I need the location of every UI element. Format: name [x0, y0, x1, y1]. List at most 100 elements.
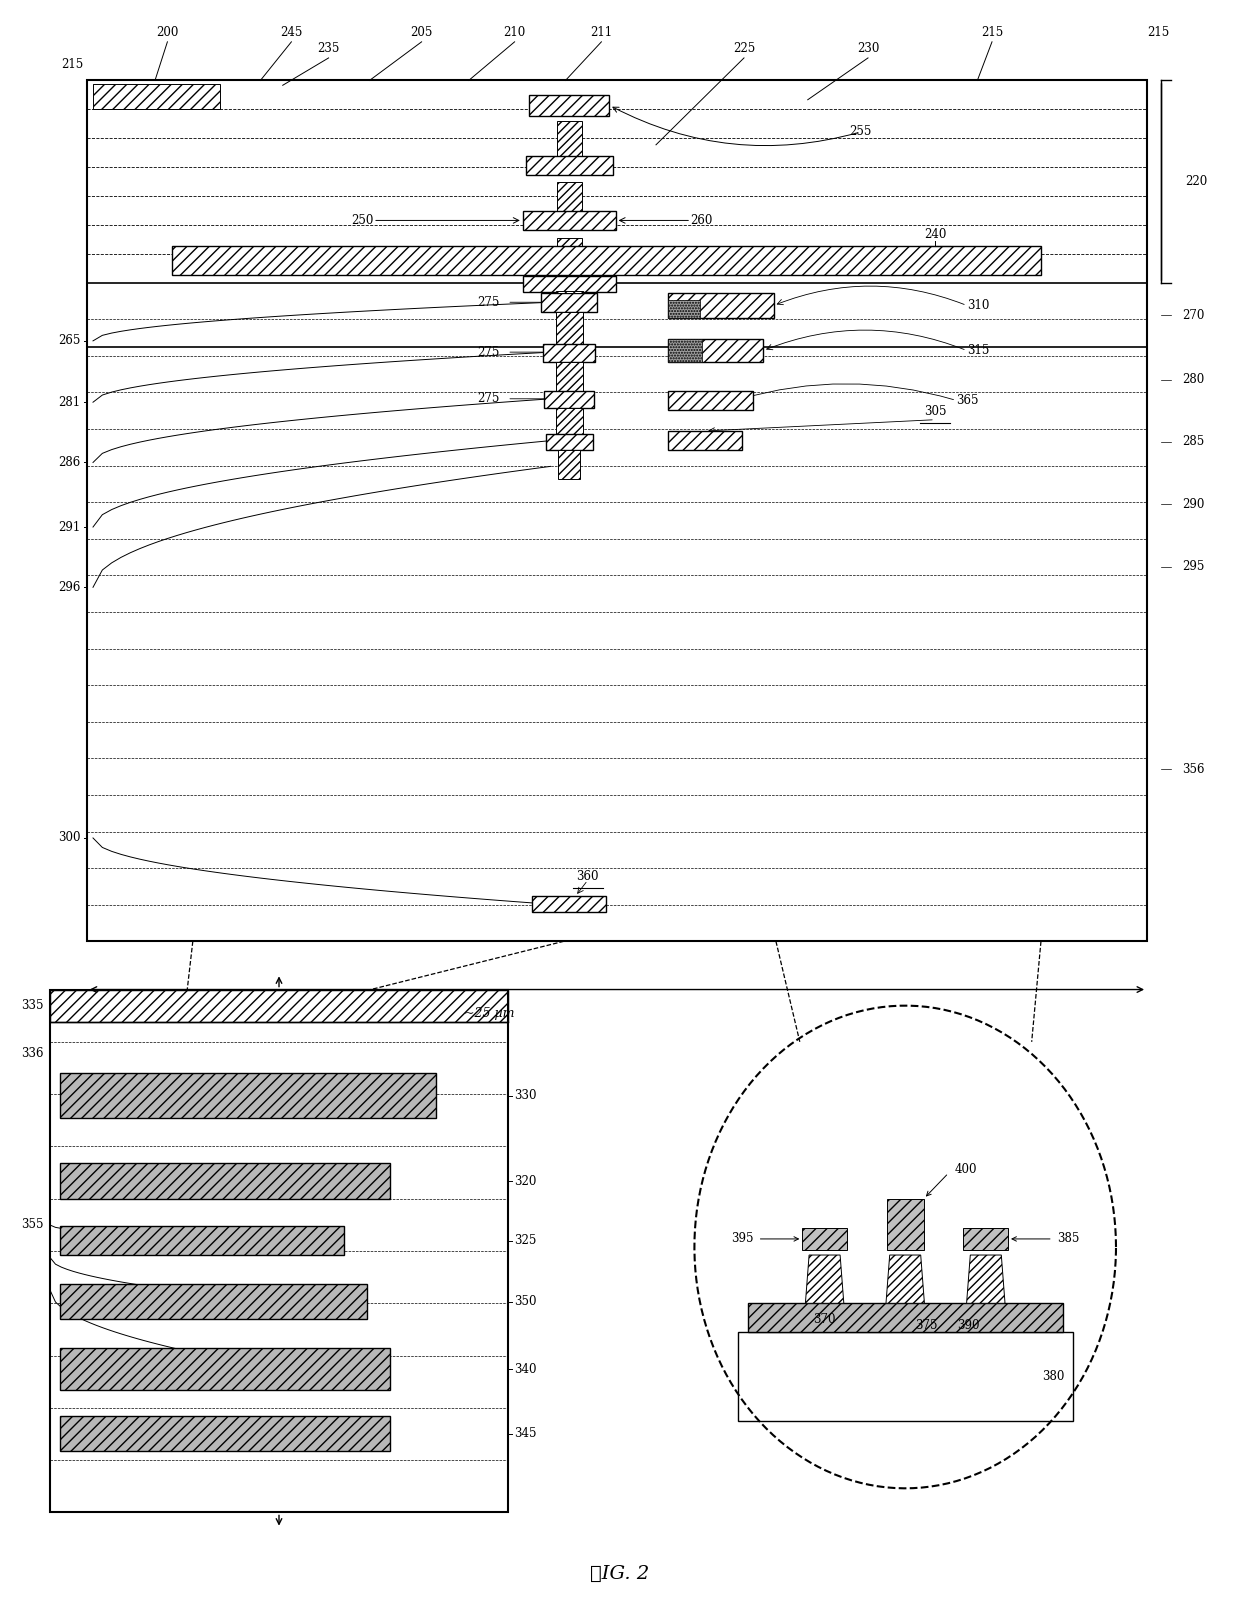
Bar [738, 1376, 1073, 1398]
Text: 380: 380 [1042, 1369, 1065, 1384]
Text: 240: 240 [924, 228, 946, 241]
Bar [60, 1073, 435, 1118]
Text: 400: 400 [955, 1163, 977, 1176]
Bar [60, 1284, 367, 1319]
Text: 300: 300 [58, 832, 81, 845]
Polygon shape [885, 1255, 924, 1303]
Bar [50, 1252, 508, 1289]
Text: 320: 320 [515, 1175, 537, 1187]
Text: 200: 200 [156, 26, 179, 39]
Bar [556, 312, 583, 344]
Text: 205: 205 [410, 26, 433, 39]
Text: 245: 245 [280, 26, 303, 39]
Bar [668, 339, 764, 362]
Bar [87, 640, 1147, 682]
Bar [523, 277, 616, 293]
Text: 385: 385 [1056, 1232, 1079, 1245]
Bar [87, 813, 1147, 856]
Bar [50, 1400, 508, 1438]
Text: 280: 280 [1182, 373, 1204, 386]
Bar [60, 1416, 389, 1451]
Bar [532, 896, 606, 912]
Bar [87, 682, 1147, 726]
Text: 375: 375 [915, 1319, 937, 1332]
Text: 250: 250 [351, 214, 373, 227]
Text: 265: 265 [58, 335, 81, 348]
Text: 340: 340 [515, 1363, 537, 1376]
Bar [738, 1332, 1073, 1421]
Bar [748, 1303, 1063, 1332]
Bar [50, 990, 508, 1512]
Text: 360: 360 [577, 870, 599, 883]
Text: 260: 260 [691, 214, 713, 227]
Text: 291: 291 [58, 521, 81, 534]
Bar [87, 80, 1147, 941]
Bar [558, 451, 580, 479]
Bar [87, 898, 1147, 941]
Bar [87, 856, 1147, 898]
Text: 335: 335 [21, 999, 43, 1012]
Bar [738, 1332, 1073, 1355]
Text: 286: 286 [58, 455, 81, 468]
Text: 281: 281 [58, 396, 81, 409]
Text: 220: 220 [1185, 175, 1208, 188]
Bar [87, 597, 1147, 640]
Bar [556, 409, 583, 434]
Bar [50, 1213, 508, 1252]
Bar [87, 338, 1147, 381]
Text: 215: 215 [1147, 26, 1169, 39]
Text: 296: 296 [58, 581, 81, 594]
Bar [171, 246, 1040, 275]
Bar [668, 391, 753, 410]
Bar [87, 512, 1147, 553]
Bar [87, 296, 1147, 338]
Bar [526, 156, 613, 175]
Text: 295: 295 [1182, 560, 1204, 573]
Text: 235: 235 [317, 42, 340, 55]
Text: 325: 325 [515, 1234, 537, 1247]
Bar [50, 990, 508, 1027]
Text: 350: 350 [515, 1295, 537, 1308]
Text: 225: 225 [733, 42, 755, 55]
Bar [738, 1398, 1073, 1421]
Bar [542, 293, 598, 312]
Bar [557, 121, 582, 156]
Text: 215: 215 [61, 58, 83, 71]
Bar [50, 1438, 508, 1475]
Bar [738, 1355, 1073, 1377]
Bar [87, 553, 1147, 597]
Bar [50, 1176, 508, 1213]
Bar [546, 434, 593, 451]
Text: 315: 315 [967, 344, 990, 357]
Text: 330: 330 [515, 1089, 537, 1102]
Bar [50, 1139, 508, 1176]
Bar [543, 344, 595, 362]
Text: 345: 345 [515, 1427, 537, 1440]
Bar [668, 431, 743, 451]
Text: 336: 336 [21, 1047, 43, 1060]
Text: 215: 215 [981, 26, 1003, 39]
Text: ℱIG. 2: ℱIG. 2 [590, 1564, 650, 1583]
Text: 370: 370 [813, 1313, 836, 1326]
Bar [87, 209, 1147, 253]
Bar [60, 1163, 389, 1199]
Bar [50, 1363, 508, 1400]
Bar [557, 238, 582, 270]
Text: 230: 230 [857, 42, 879, 55]
Text: 270: 270 [1182, 309, 1204, 322]
Text: 310: 310 [967, 299, 990, 312]
Text: 290: 290 [1182, 497, 1204, 512]
Bar [93, 84, 221, 109]
Text: 211: 211 [590, 26, 613, 39]
Text: ~25 μm: ~25 μm [465, 1007, 515, 1020]
Text: 305: 305 [924, 405, 946, 418]
Bar [87, 166, 1147, 209]
Bar [87, 124, 1147, 166]
Bar [87, 381, 1147, 425]
Text: 285: 285 [1182, 436, 1204, 449]
Text: 275: 275 [477, 346, 500, 359]
Text: 355: 355 [21, 1218, 43, 1231]
Text: 275: 275 [477, 393, 500, 405]
Bar [887, 1199, 924, 1250]
Text: 255: 255 [849, 126, 872, 138]
